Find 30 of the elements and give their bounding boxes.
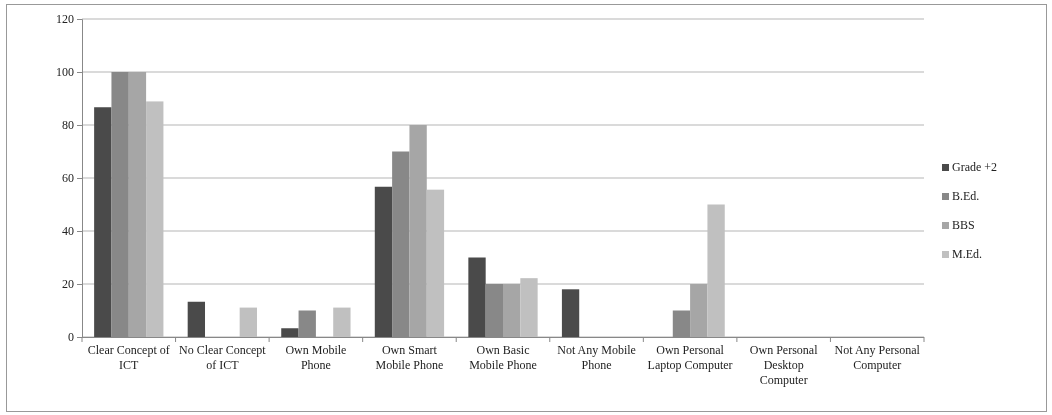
bar	[94, 107, 112, 337]
legend-label: M.Ed.	[952, 247, 982, 261]
x-tick-label: Own Basic Mobile Phone	[469, 343, 537, 372]
x-tick-label: Own Personal Desktop Computer	[749, 343, 819, 387]
legend-label: BBS	[952, 218, 975, 232]
bar	[690, 284, 708, 337]
x-tick-label: Clear Concept of ICT	[87, 343, 170, 372]
bar	[187, 301, 206, 337]
bar	[281, 328, 299, 337]
bar	[128, 72, 147, 337]
x-tick-label: Not Any Mobile Phone	[557, 343, 636, 372]
bar	[468, 257, 486, 337]
y-tick-label: 80	[62, 118, 74, 133]
y-tick-label: 0	[68, 330, 74, 345]
bar	[409, 125, 427, 337]
x-tick-label: Own Smart Mobile Phone	[375, 343, 444, 372]
bar	[561, 289, 580, 337]
bar	[503, 284, 521, 337]
legend-label: Grade +2	[952, 160, 998, 174]
y-tick-label: 120	[56, 12, 74, 27]
y-tick-label: 20	[62, 277, 74, 292]
y-tick-label: 60	[62, 171, 74, 186]
x-tick-label: Own Personal Laptop Computer	[647, 343, 733, 372]
x-tick-label: Own Mobile Phone	[285, 343, 347, 372]
x-tick-label: No Clear Concept of ICT	[179, 343, 267, 372]
y-tick-label: 100	[56, 65, 74, 80]
legend-label: B.Ed.	[952, 189, 980, 203]
x-tick-label: Not Any Personal Computer	[834, 343, 921, 372]
bar	[374, 186, 393, 337]
y-tick-label: 40	[62, 224, 74, 239]
